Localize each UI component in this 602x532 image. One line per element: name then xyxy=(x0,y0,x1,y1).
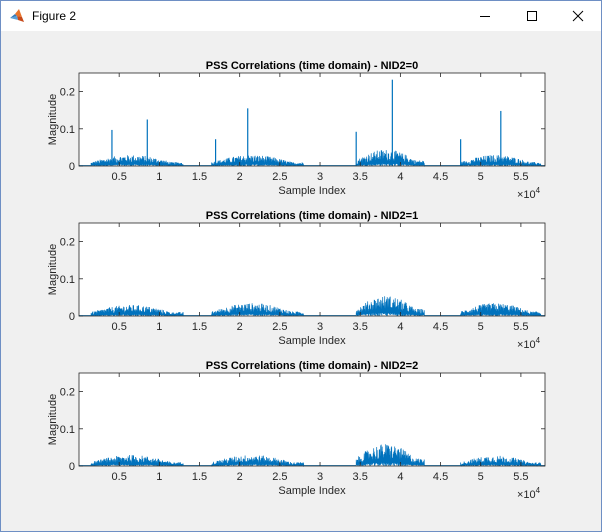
x-tick-label: 1.5 xyxy=(192,321,207,333)
y-tick-label: 0.1 xyxy=(60,124,75,136)
x-tick-label: 3.5 xyxy=(353,471,368,483)
y-tick-label: 0.2 xyxy=(60,87,75,99)
x-tick-label: 3.5 xyxy=(353,321,368,333)
y-tick-label: 0.1 xyxy=(60,274,75,286)
minimize-button[interactable] xyxy=(462,1,508,31)
x-tick-label: 4 xyxy=(397,171,403,183)
x-exponent-label: ×104 xyxy=(517,486,541,501)
y-axis-label: Magnitude xyxy=(47,94,59,145)
plot-area xyxy=(79,223,545,316)
series-noise xyxy=(79,296,545,317)
x-exponent-base: ×10 xyxy=(517,189,536,201)
x-axis-label: Sample Index xyxy=(278,485,346,497)
x-tick-label: 2.5 xyxy=(272,171,287,183)
y-tick-label: 0.2 xyxy=(60,387,75,399)
x-exponent-base: ×10 xyxy=(517,339,536,351)
axes-box xyxy=(78,222,546,317)
x-tick-label: 1 xyxy=(156,471,162,483)
y-tick-label: 0.1 xyxy=(60,424,75,436)
x-tick-label: 5.5 xyxy=(513,471,528,483)
x-axis-label: Sample Index xyxy=(278,185,346,197)
x-tick-label: 4 xyxy=(397,321,403,333)
y-tick-label: 0 xyxy=(69,461,75,473)
minimize-icon xyxy=(480,16,490,17)
series-line xyxy=(79,444,545,468)
x-tick-label: 2 xyxy=(237,321,243,333)
x-tick-label: 4.5 xyxy=(433,471,448,483)
plot-area xyxy=(79,73,545,166)
close-button[interactable] xyxy=(555,1,601,31)
chart-2: 0.5 1 1.5 2 2.5 3 3.5 4 4.5 5 5.5 0 0.1 0.2 PSS Correl… xyxy=(47,360,546,501)
x-exponent-power: 4 xyxy=(536,486,541,495)
maximize-button[interactable] xyxy=(509,1,555,31)
x-exponent-power: 4 xyxy=(536,336,541,345)
x-tick-label: 1.5 xyxy=(192,171,207,183)
chart-1: 0.5 1 1.5 2 2.5 3 3.5 4 4.5 5 5.5 0 0.1 0.2 PSS Correl… xyxy=(47,210,546,351)
x-tick-label: 1 xyxy=(156,321,162,333)
x-tick-label: 5 xyxy=(478,321,484,333)
x-exponent-power: 4 xyxy=(536,186,541,195)
x-tick-label: 5 xyxy=(478,471,484,483)
series-noise xyxy=(79,150,545,167)
x-tick-label: 5.5 xyxy=(513,321,528,333)
matlab-icon xyxy=(10,9,24,22)
x-tick-label: 0.5 xyxy=(112,471,127,483)
window-title: Figure 2 xyxy=(32,9,77,23)
x-tick-label: 3 xyxy=(317,171,323,183)
y-axis-label: Magnitude xyxy=(47,244,59,295)
title-bar[interactable]: Figure 2 xyxy=(1,1,601,31)
y-tick-label: 0.2 xyxy=(60,237,75,249)
chart-title: PSS Correlations (time domain) - NID2=2 xyxy=(206,360,418,372)
x-tick-label: 2 xyxy=(237,471,243,483)
x-tick-label: 3 xyxy=(317,321,323,333)
chart-title: PSS Correlations (time domain) - NID2=0 xyxy=(206,60,418,72)
x-tick-label: 2.5 xyxy=(272,471,287,483)
chart-0: 0.5 1 1.5 2 2.5 3 3.5 4 4.5 5 5.5 0 0.1 0.2 PSS Correl… xyxy=(47,60,546,201)
plots-svg: 0.5 1 1.5 2 2.5 3 3.5 4 4.5 5 5.5 0 0.1 0.2 PSS Correl… xyxy=(47,60,546,501)
series-line xyxy=(79,296,545,317)
axes-box xyxy=(78,372,546,467)
maximize-icon xyxy=(527,11,537,21)
y-tick-label: 0 xyxy=(69,311,75,323)
y-tick-label: 0 xyxy=(69,161,75,173)
chart-title: PSS Correlations (time domain) - NID2=1 xyxy=(206,210,418,222)
x-tick-label: 0.5 xyxy=(112,171,127,183)
x-tick-label: 2 xyxy=(237,171,243,183)
axes-box xyxy=(78,72,546,167)
x-tick-label: 5 xyxy=(478,171,484,183)
series-noise xyxy=(79,444,545,468)
x-tick-label: 2.5 xyxy=(272,321,287,333)
x-exponent-base: ×10 xyxy=(517,489,536,501)
x-tick-label: 1.5 xyxy=(192,471,207,483)
series-line xyxy=(79,79,545,167)
close-icon xyxy=(572,10,584,22)
x-tick-label: 3.5 xyxy=(353,171,368,183)
x-tick-label: 4.5 xyxy=(433,321,448,333)
x-tick-label: 4 xyxy=(397,471,403,483)
plot-area xyxy=(79,373,545,466)
x-tick-label: 4.5 xyxy=(433,171,448,183)
y-axis-label: Magnitude xyxy=(47,394,59,445)
x-tick-label: 1 xyxy=(156,171,162,183)
x-exponent-label: ×104 xyxy=(517,336,541,351)
figure-canvas: 0.5 1 1.5 2 2.5 3 3.5 4 4.5 5 5.5 0 0.1 0.2 PSS Correl… xyxy=(1,31,601,531)
x-tick-label: 5.5 xyxy=(513,171,528,183)
x-tick-label: 3 xyxy=(317,471,323,483)
x-tick-label: 0.5 xyxy=(112,321,127,333)
x-axis-label: Sample Index xyxy=(278,335,346,347)
x-exponent-label: ×104 xyxy=(517,186,541,201)
